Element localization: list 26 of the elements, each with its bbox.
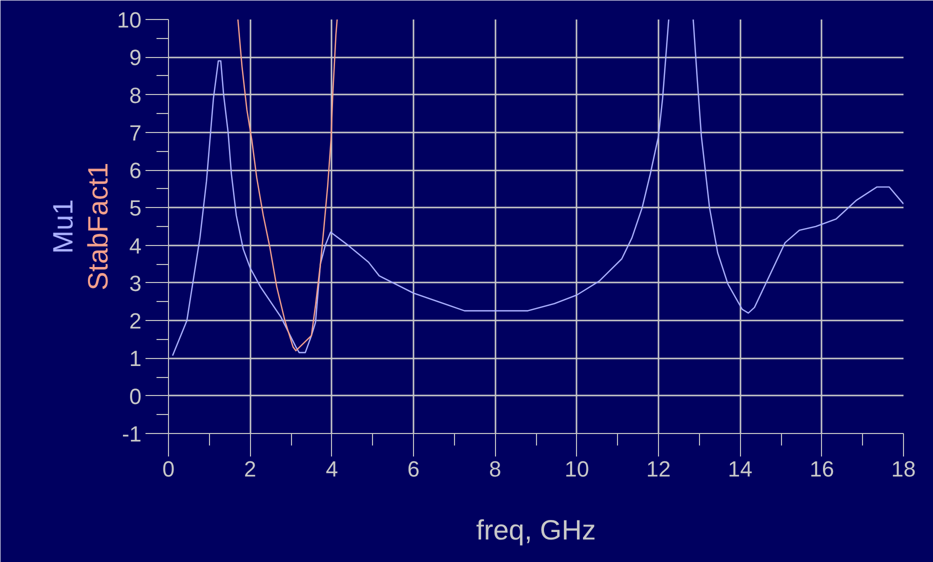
x-axis-title: freq, GHz	[476, 514, 596, 546]
y-tick-label: 5	[129, 196, 142, 221]
x-tick-label: 10	[564, 456, 590, 482]
x-tick-label: 18	[891, 456, 916, 482]
x-tick-label: 2	[244, 456, 256, 482]
x-tick-label: 8	[489, 456, 502, 482]
y-tick-label: 0	[129, 384, 142, 409]
y-tick-label: 7	[129, 120, 142, 146]
y-tick-label: 6	[129, 158, 142, 184]
y-tick-label: 3	[129, 270, 142, 296]
y-tick-label: 8	[129, 82, 142, 108]
y-tick-label: 10	[117, 8, 142, 32]
x-tick-label: 6	[407, 456, 420, 482]
y-tick-label: -1	[122, 422, 142, 446]
x-tick-label: 0	[162, 456, 175, 482]
y-tick-label: 1	[129, 346, 142, 372]
x-tick-label: 12	[646, 456, 671, 482]
y-tick-label: 9	[129, 45, 142, 70]
y-tick-label: 2	[129, 308, 142, 334]
x-tick-label: 4	[326, 456, 338, 482]
y-tick-label: 4	[129, 233, 142, 258]
x-tick-label: 14	[728, 456, 752, 482]
text: StabFact1	[82, 162, 114, 290]
x-tick-label: 16	[810, 456, 834, 482]
text: Mu1	[48, 199, 78, 254]
line-series	[237, 20, 338, 352]
